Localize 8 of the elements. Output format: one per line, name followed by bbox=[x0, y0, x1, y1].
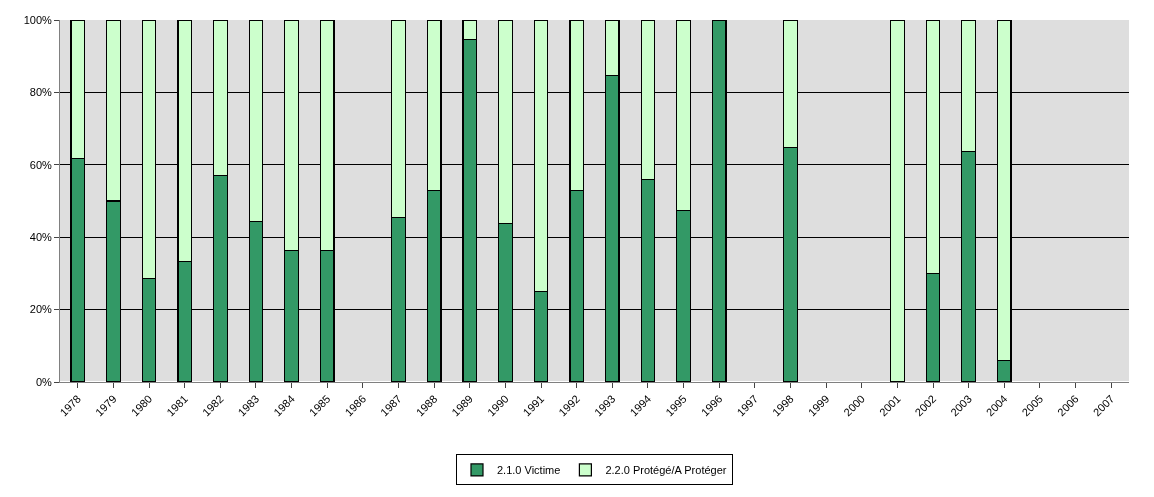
y-tick-label: 0% bbox=[35, 375, 53, 388]
y-tick-label: 80% bbox=[29, 86, 52, 99]
legend-label: 2.1.0 Victime bbox=[497, 464, 561, 477]
y-tick-label: 60% bbox=[29, 158, 52, 171]
y-tick-label: 40% bbox=[29, 231, 52, 244]
legend-label: 2.2.0 Protégé/A Protéger bbox=[605, 464, 727, 477]
y-tick-label: 20% bbox=[29, 303, 52, 316]
y-tick-label: 100% bbox=[23, 13, 53, 26]
